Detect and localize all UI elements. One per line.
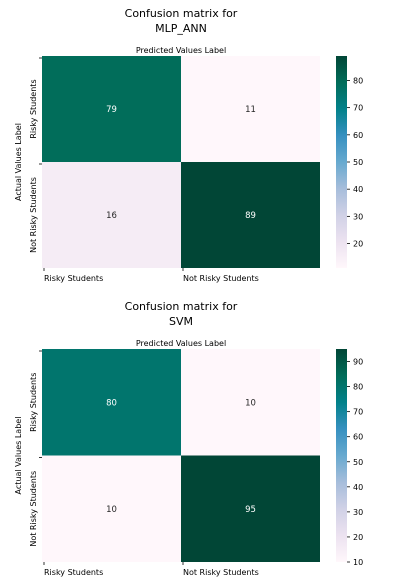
colorbar-tick-label: 10 xyxy=(353,558,363,567)
colorbar-tick-label: 20 xyxy=(353,533,363,542)
y-tick-label: Not Risky Students xyxy=(29,177,38,253)
confusion-matrix-chart: Confusion matrix for SVM Predicted Values … xyxy=(14,300,363,577)
cell-value-label: 16 xyxy=(106,211,117,221)
x-tick-label: Risky Students xyxy=(44,274,103,283)
cell-value-label: 79 xyxy=(106,105,117,115)
colorbar-tick-label: 70 xyxy=(353,408,363,417)
colorbar-tick-label: 30 xyxy=(353,212,363,221)
cell-value-label: 95 xyxy=(245,505,256,515)
colorbar-tick-label: 50 xyxy=(353,158,363,167)
heatmap-cell xyxy=(181,349,320,456)
y-tick-label: Risky Students xyxy=(29,373,38,432)
colorbar-tick-label: 20 xyxy=(353,240,363,249)
heatmap-cell xyxy=(42,56,181,162)
colorbar-tick-label: 60 xyxy=(353,433,363,442)
colorbar-tick-label: 60 xyxy=(353,131,363,140)
x-tick-label: Not Risky Students xyxy=(183,568,259,577)
x-tick-label: Not Risky Students xyxy=(183,274,259,283)
heatmap-cell xyxy=(181,56,320,162)
heatmap-cell xyxy=(181,455,320,562)
heatmap-cell xyxy=(42,455,181,562)
y-axis-label: Actual Values Label xyxy=(14,123,23,201)
chart-title: Confusion matrix for xyxy=(125,300,238,313)
confusion-matrix-chart: Confusion matrix for MLP_ANN Predicted Val… xyxy=(14,7,363,283)
y-axis-label: Actual Values Label xyxy=(14,417,23,495)
cell-value-label: 80 xyxy=(106,398,117,408)
colorbar-tick-label: 80 xyxy=(353,383,363,392)
cell-value-label: 11 xyxy=(245,105,256,115)
y-tick-label: Risky Students xyxy=(29,79,38,138)
x-tick-label: Risky Students xyxy=(44,568,103,577)
colorbar-tick-label: 90 xyxy=(353,358,363,367)
colorbar-tick-label: 40 xyxy=(353,483,363,492)
heatmap-cell xyxy=(181,162,320,268)
colorbar xyxy=(336,56,347,268)
cell-value-label: 10 xyxy=(245,398,256,408)
chart-title: Confusion matrix for xyxy=(125,7,238,20)
heatmap-cell xyxy=(42,349,181,456)
chart-title: SVM xyxy=(169,315,193,328)
x-axis-label: Predicted Values Label xyxy=(136,46,226,55)
colorbar-tick-label: 40 xyxy=(353,185,363,194)
chart-title: MLP_ANN xyxy=(155,22,207,35)
y-tick-label: Not Risky Students xyxy=(29,471,38,547)
colorbar-tick-label: 70 xyxy=(353,104,363,113)
colorbar xyxy=(336,349,347,562)
colorbar-tick-label: 80 xyxy=(353,76,363,85)
colorbar-tick-label: 50 xyxy=(353,458,363,467)
cell-value-label: 10 xyxy=(106,505,117,515)
x-axis-label: Predicted Values Label xyxy=(136,339,226,348)
colorbar-tick-label: 30 xyxy=(353,508,363,517)
cell-value-label: 89 xyxy=(245,211,256,221)
heatmap-cell xyxy=(42,162,181,268)
